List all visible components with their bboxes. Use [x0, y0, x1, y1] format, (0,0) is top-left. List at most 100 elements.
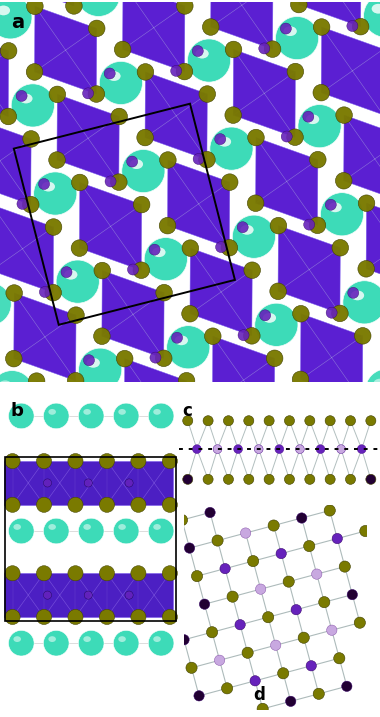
Ellipse shape: [203, 416, 213, 426]
Ellipse shape: [225, 41, 242, 58]
Ellipse shape: [93, 328, 110, 344]
Ellipse shape: [8, 630, 34, 656]
Ellipse shape: [304, 541, 315, 551]
Ellipse shape: [296, 513, 307, 523]
Ellipse shape: [42, 182, 55, 191]
Ellipse shape: [372, 4, 380, 14]
Ellipse shape: [0, 6, 10, 15]
Ellipse shape: [113, 630, 139, 656]
Ellipse shape: [64, 270, 78, 280]
Ellipse shape: [254, 445, 263, 454]
Ellipse shape: [79, 348, 122, 391]
Ellipse shape: [255, 303, 298, 346]
Ellipse shape: [241, 528, 251, 538]
Ellipse shape: [108, 71, 120, 81]
Ellipse shape: [360, 526, 371, 536]
Ellipse shape: [244, 416, 254, 426]
Ellipse shape: [48, 409, 56, 414]
Ellipse shape: [28, 373, 45, 389]
Ellipse shape: [263, 612, 274, 623]
Ellipse shape: [298, 105, 341, 148]
Polygon shape: [299, 0, 361, 27]
Ellipse shape: [144, 237, 187, 281]
Ellipse shape: [199, 151, 215, 168]
Ellipse shape: [150, 352, 161, 363]
Ellipse shape: [13, 409, 21, 414]
Ellipse shape: [155, 350, 172, 366]
Ellipse shape: [374, 379, 380, 389]
Text: b: b: [11, 402, 24, 419]
Ellipse shape: [223, 416, 233, 426]
Ellipse shape: [372, 4, 380, 14]
Ellipse shape: [68, 497, 83, 513]
Ellipse shape: [342, 681, 352, 691]
Ellipse shape: [167, 326, 210, 369]
Ellipse shape: [358, 195, 375, 212]
Ellipse shape: [316, 445, 325, 454]
Ellipse shape: [68, 454, 83, 469]
Ellipse shape: [148, 518, 174, 543]
Ellipse shape: [118, 409, 126, 414]
Ellipse shape: [71, 174, 88, 191]
Ellipse shape: [319, 597, 330, 608]
Ellipse shape: [275, 445, 284, 454]
Ellipse shape: [343, 281, 380, 324]
Ellipse shape: [257, 703, 268, 714]
Ellipse shape: [162, 497, 177, 513]
Ellipse shape: [214, 655, 225, 665]
Ellipse shape: [122, 149, 165, 193]
Polygon shape: [344, 115, 380, 203]
Ellipse shape: [105, 176, 116, 187]
Ellipse shape: [320, 193, 364, 236]
Ellipse shape: [285, 416, 294, 426]
Ellipse shape: [0, 108, 17, 125]
Ellipse shape: [183, 474, 193, 485]
Ellipse shape: [36, 566, 52, 581]
Ellipse shape: [313, 688, 325, 699]
Polygon shape: [36, 381, 98, 469]
Ellipse shape: [8, 403, 34, 429]
Ellipse shape: [5, 609, 20, 625]
Ellipse shape: [281, 131, 292, 142]
Ellipse shape: [329, 202, 342, 212]
Ellipse shape: [348, 288, 359, 298]
Ellipse shape: [175, 336, 188, 345]
Ellipse shape: [283, 27, 297, 36]
Ellipse shape: [162, 454, 177, 469]
Ellipse shape: [337, 445, 345, 454]
Ellipse shape: [137, 64, 154, 80]
Ellipse shape: [26, 64, 43, 80]
Ellipse shape: [278, 668, 289, 679]
Ellipse shape: [5, 497, 20, 513]
Ellipse shape: [320, 193, 364, 236]
Ellipse shape: [0, 0, 32, 39]
Ellipse shape: [64, 270, 78, 280]
Ellipse shape: [114, 41, 131, 58]
Ellipse shape: [255, 584, 266, 594]
Ellipse shape: [131, 609, 146, 625]
Ellipse shape: [234, 445, 242, 454]
Ellipse shape: [131, 497, 146, 513]
Ellipse shape: [49, 152, 65, 168]
Polygon shape: [212, 336, 275, 424]
Ellipse shape: [68, 307, 84, 323]
Ellipse shape: [78, 518, 104, 543]
Ellipse shape: [192, 571, 203, 581]
Ellipse shape: [130, 159, 143, 169]
Ellipse shape: [225, 107, 241, 123]
Ellipse shape: [260, 310, 271, 320]
Ellipse shape: [238, 330, 249, 341]
Ellipse shape: [329, 202, 342, 212]
Ellipse shape: [127, 156, 138, 167]
Polygon shape: [102, 270, 164, 358]
Ellipse shape: [314, 19, 330, 35]
Polygon shape: [211, 0, 273, 49]
Ellipse shape: [11, 84, 54, 127]
Ellipse shape: [118, 524, 126, 530]
Ellipse shape: [304, 219, 315, 230]
Ellipse shape: [255, 303, 298, 346]
Ellipse shape: [196, 49, 209, 59]
Ellipse shape: [43, 518, 69, 543]
Ellipse shape: [162, 609, 177, 625]
Polygon shape: [4, 461, 173, 505]
